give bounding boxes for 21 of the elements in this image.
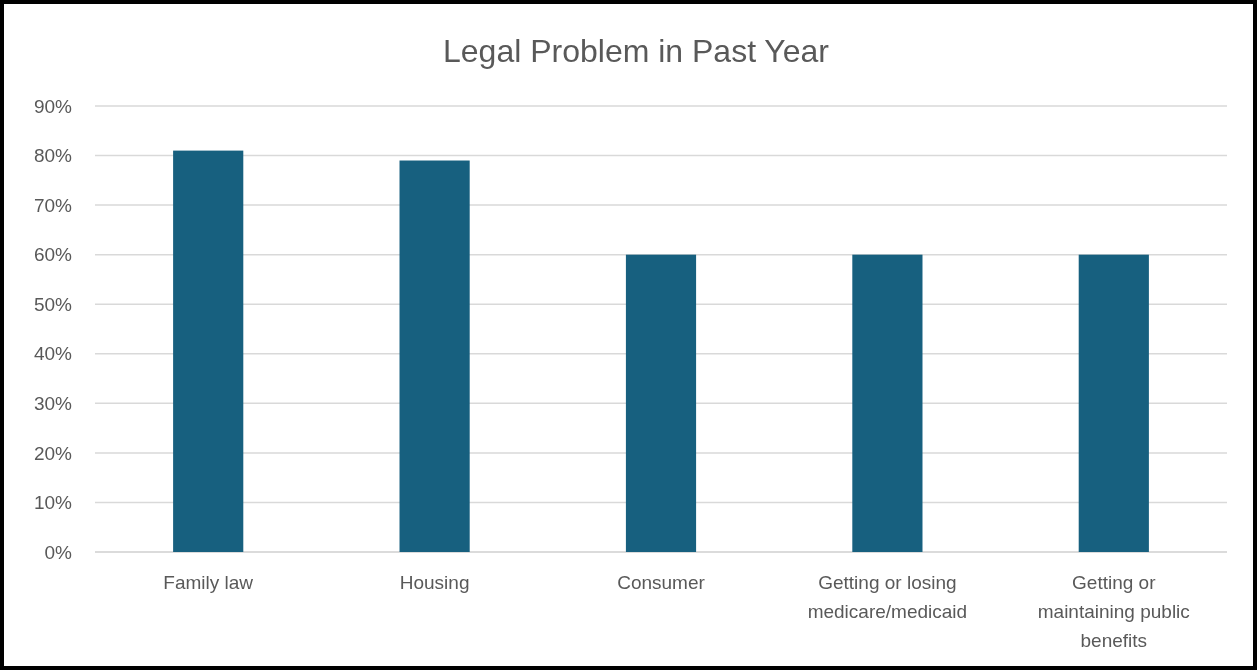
x-tick-label: Getting or losing medicare/medicaid [807,572,968,622]
y-tick-label: 10% [33,492,73,514]
y-tick-label: 0% [44,541,73,563]
y-tick-label: 80% [33,145,73,167]
bar [173,150,244,552]
bar [852,254,923,552]
y-tick-label: 20% [33,442,73,464]
x-tick-label: Consumer [617,572,706,593]
x-tick-label: Getting or maintaining public benefits [1037,572,1190,651]
chart-title: Legal Problem in Past Year [442,33,830,69]
y-tick-label: 40% [33,343,73,365]
y-tick-label: 30% [33,392,73,414]
bar [1078,254,1149,552]
bar [399,160,470,552]
x-tick-label: Family law [163,572,254,593]
y-tick-label: 70% [33,194,73,216]
x-tick-label: Housing [399,572,470,593]
y-tick-label: 60% [33,244,73,266]
y-tick-label: 50% [33,293,73,315]
y-tick-label: 90% [33,95,73,117]
bar [625,254,697,552]
